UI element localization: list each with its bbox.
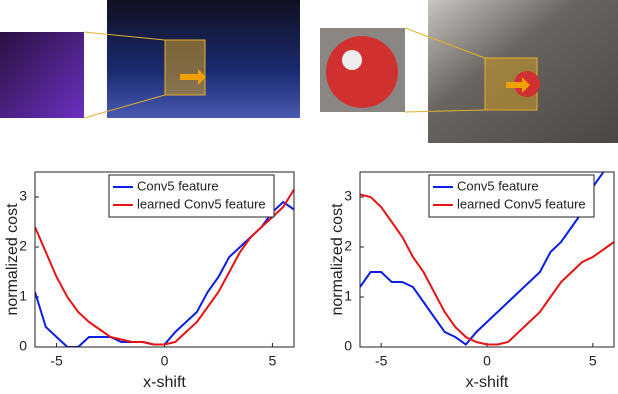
series-line [360,193,614,346]
y-tick-label: 1 [19,288,27,304]
highlight-box [164,39,206,96]
x-tick-label: 5 [269,353,277,369]
y-axis-label: normalized cost [4,203,21,316]
y-tick-label: 0 [344,338,352,354]
legend-box [108,174,275,218]
y-tick-label: 3 [344,188,352,204]
connector [404,109,486,113]
plot-frame [34,171,295,348]
y-tick-label: 3 [19,188,27,204]
series-line [35,188,294,346]
connector [83,94,166,119]
y-axis-label: normalized cost [329,203,346,316]
photo-crop [0,32,84,118]
x-axis-label: x-shift [466,374,509,391]
right-images [320,0,618,143]
y-tick-label: 0 [19,338,27,354]
plot-frame [359,171,615,348]
legend-label: learned Conv5 feature [137,196,266,211]
y-tick-label: 2 [344,238,352,254]
connector [404,27,486,59]
legend-label: Conv5 feature [457,178,539,193]
series-line [35,200,294,347]
legend-label: learned Conv5 feature [457,196,586,211]
legend-label: Conv5 feature [137,178,219,193]
ball-patch [342,50,362,70]
y-tick-label: 1 [344,288,352,304]
x-tick-label: 0 [483,353,491,369]
x-tick-label: 0 [161,353,169,369]
series-line [360,172,605,346]
legend-box [428,174,595,218]
arrow [506,77,530,93]
x-tick-label: -5 [375,353,388,369]
arrow [180,69,206,85]
x-tick-label: 5 [589,353,597,369]
x-tick-label: -5 [50,353,63,369]
y-tick-label: 2 [19,238,27,254]
left-images [0,0,300,119]
x-axis-label: x-shift [143,374,186,391]
ball [326,36,398,108]
connector [83,31,166,41]
